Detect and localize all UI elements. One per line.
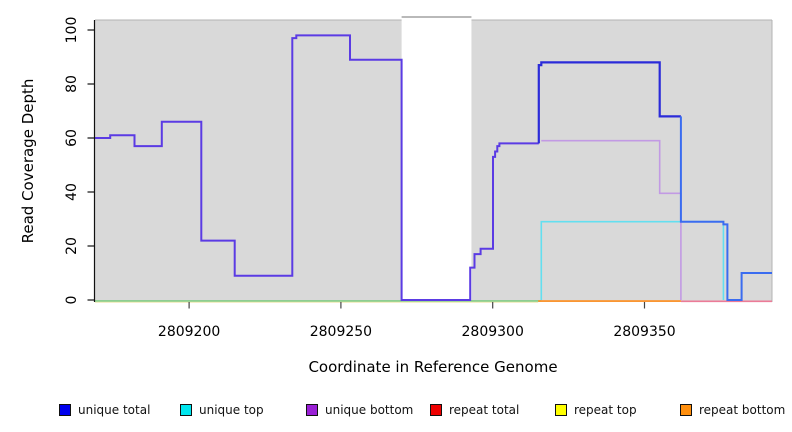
- legend-item-unique-bottom: unique bottom: [306, 400, 413, 420]
- legend-swatch-icon: [306, 404, 318, 416]
- chart-legend: unique total unique top unique bottom repea…: [0, 400, 792, 424]
- unique-bottom-line: [541, 139, 682, 300]
- legend-swatch-icon: [430, 404, 442, 416]
- legend-label: repeat top: [574, 403, 637, 417]
- unique-total-blend: [95, 34, 539, 301]
- coverage-chart: 0 20 40 60 80 100 2809200 2809250 2809300 2809350…: [19, 16, 773, 376]
- legend-label: unique total: [78, 403, 151, 417]
- y-tick-label: 100: [64, 17, 80, 44]
- legend-swatch-icon: [555, 404, 567, 416]
- x-tick-label: 2809300: [462, 324, 524, 340]
- legend-item-unique-top: unique top: [180, 400, 264, 420]
- legend-swatch-icon: [180, 404, 192, 416]
- legend-swatch-icon: [680, 404, 692, 416]
- legend-item-repeat-top: repeat top: [555, 400, 637, 420]
- y-tick-label: 40: [64, 183, 80, 201]
- legend-label: unique bottom: [325, 403, 414, 417]
- legend-label: repeat bottom: [699, 403, 786, 417]
- y-tick-label: 80: [64, 75, 80, 93]
- unique-total-dark: [537, 61, 681, 144]
- unique-top-line: [540, 220, 725, 300]
- legend-label: unique top: [199, 403, 264, 417]
- y-tick-label: 20: [64, 237, 80, 255]
- y-tick-label: 0: [64, 296, 80, 305]
- legend-item-repeat-total: repeat total: [430, 400, 519, 420]
- legend-item-repeat-bottom: repeat bottom: [680, 400, 785, 420]
- x-tick-label: 2809200: [158, 324, 220, 340]
- y-axis-title: Read Coverage Depth: [19, 79, 37, 244]
- y-tick-label: 60: [64, 129, 80, 147]
- plot-layer: 0 20 40 60 80 100 2809200 2809250 2809300 2809350: [64, 16, 773, 340]
- legend-label: repeat total: [449, 403, 520, 417]
- unique-total-azure: [679, 116, 772, 301]
- legend-swatch-icon: [59, 404, 71, 416]
- masked-region: [401, 16, 472, 302]
- legend-item-unique-total: unique total: [59, 400, 150, 420]
- x-tick-label: 2809350: [613, 324, 675, 340]
- x-tick-label: 2809250: [310, 324, 372, 340]
- x-axis-title: Coordinate in Reference Genome: [308, 358, 557, 376]
